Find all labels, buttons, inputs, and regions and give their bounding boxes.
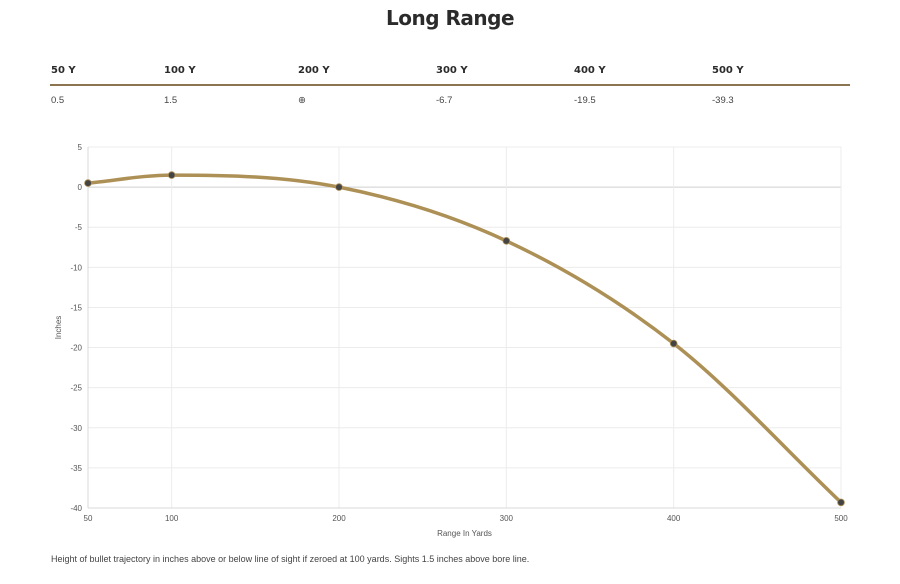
x-tick-label: 50	[84, 514, 93, 523]
y-tick-label: -25	[70, 384, 82, 393]
chart-caption: Height of bullet trajectory in inches ab…	[51, 554, 530, 564]
data-point	[167, 171, 176, 179]
y-tick-label: 5	[78, 143, 83, 152]
value-100y: 1.5	[164, 95, 178, 106]
x-tick-label: 200	[332, 514, 346, 523]
y-tick-label: -35	[70, 464, 82, 473]
y-tick-label: -5	[75, 223, 83, 232]
page-title: Long Range	[385, 6, 515, 30]
y-tick-label: -15	[70, 303, 82, 312]
data-point	[502, 237, 511, 245]
x-tick-label: 400	[667, 514, 681, 523]
y-tick-label: -30	[70, 424, 82, 433]
header-50y: 50 Y	[51, 65, 76, 76]
table-row: 0.5 1.5 ⊕ -6.7 -19.5 -39.3	[50, 86, 850, 108]
y-tick-label: 0	[78, 183, 83, 192]
y-tick-label: -40	[70, 504, 82, 513]
x-tick-label: 300	[500, 514, 514, 523]
data-point	[335, 183, 343, 191]
header-300y: 300 Y	[436, 65, 468, 76]
trajectory-line	[86, 173, 843, 505]
data-point	[669, 339, 678, 348]
value-50y: 0.5	[51, 95, 65, 106]
y-axis-title: Inches	[54, 316, 63, 340]
value-500y: -39.3	[712, 95, 734, 106]
header-400y: 400 Y	[574, 65, 606, 76]
header-500y: 500 Y	[712, 65, 744, 76]
value-400y: -19.5	[574, 95, 596, 106]
value-200y-zero-icon: ⊕	[298, 95, 306, 106]
data-point	[84, 179, 92, 187]
header-100y: 100 Y	[164, 65, 196, 76]
trajectory-table: 50 Y 100 Y 200 Y 300 Y 400 Y 500 Y 0.5 1…	[50, 62, 850, 108]
value-300y: -6.7	[436, 95, 453, 106]
x-tick-label: 100	[165, 514, 179, 523]
header-200y: 200 Y	[298, 65, 330, 76]
y-tick-label: -20	[70, 344, 82, 353]
data-point	[837, 498, 845, 507]
y-tick-label: -10	[70, 263, 82, 272]
x-axis-title: Range In Yards	[437, 529, 492, 538]
table-header-row: 50 Y 100 Y 200 Y 300 Y 400 Y 500 Y	[50, 62, 850, 86]
x-tick-label: 500	[834, 514, 848, 523]
